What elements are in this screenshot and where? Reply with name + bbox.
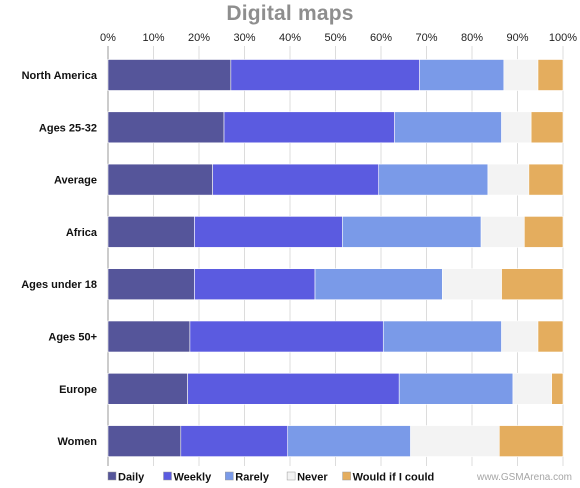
bar-segment [287, 425, 411, 457]
y-category-label: Europe [59, 384, 97, 396]
legend-label: Daily [118, 472, 145, 484]
bar-segment [194, 268, 316, 301]
bar-segment [230, 59, 420, 91]
x-tick-label: 10% [142, 32, 164, 44]
bar-segment [107, 59, 232, 91]
legend-label: Rarely [235, 472, 270, 484]
bar-segment [382, 320, 502, 353]
bar-segment [398, 372, 514, 405]
y-category-label: Average [54, 175, 97, 187]
bar-segment [187, 372, 400, 405]
bar-segment [194, 216, 343, 248]
bar-segment [512, 372, 552, 405]
bar-segment [501, 320, 539, 353]
bar-segment [551, 372, 564, 405]
bar-segment [530, 111, 564, 144]
y-category-label: Africa [66, 227, 98, 239]
bar-segment [537, 320, 564, 353]
bar-segment [442, 268, 502, 301]
bar-segment [189, 320, 384, 353]
bar-segment [107, 372, 188, 405]
bar-segment [107, 111, 225, 144]
legend-label: Never [297, 472, 328, 484]
y-category-label: Ages 50+ [48, 332, 97, 344]
y-category-label: North America [22, 70, 98, 82]
x-tick-label: 40% [279, 32, 301, 44]
x-tick-label: 100% [549, 32, 577, 44]
bar-segment [394, 111, 502, 144]
y-category-label: Ages 25-32 [39, 122, 97, 134]
chart-title: Digital maps [226, 2, 354, 25]
bar-segment [501, 111, 532, 144]
bar-segment [537, 59, 564, 91]
bar-segment [480, 216, 525, 248]
bar-segment [498, 425, 564, 457]
legend-label: Weekly [174, 472, 213, 484]
bar-segment [212, 163, 380, 196]
bar-segment [314, 268, 443, 301]
x-tick-label: 90% [506, 32, 528, 44]
x-tick-label: 70% [415, 32, 437, 44]
legend-swatch [342, 471, 351, 481]
bar-segment [487, 163, 530, 196]
watermark: www.GSMArena.com [476, 472, 572, 483]
bar-segment [180, 425, 289, 457]
x-tick-label: 50% [324, 32, 346, 44]
bar-segment [107, 163, 213, 196]
x-tick-label: 0% [100, 32, 116, 44]
bar-segment [223, 111, 395, 144]
bar-segment [528, 163, 564, 196]
y-category-label: Women [57, 436, 97, 448]
y-category-label: Ages under 18 [21, 279, 97, 291]
bar-segment [107, 216, 195, 248]
x-tick-label: 30% [233, 32, 255, 44]
bar-segment [378, 163, 489, 196]
legend-label: Would if I could [353, 472, 435, 484]
bar-segment [524, 216, 564, 248]
legend-swatch [107, 471, 117, 481]
bar-segment [107, 320, 191, 353]
bar-segment [419, 59, 505, 91]
legend-swatch [225, 471, 234, 481]
legend-swatch [163, 471, 172, 481]
bar-segment [107, 425, 182, 457]
x-tick-label: 80% [461, 32, 483, 44]
bar-segment [342, 216, 482, 248]
x-tick-label: 60% [370, 32, 392, 44]
x-tick-label: 20% [188, 32, 210, 44]
bar-segment [501, 268, 564, 301]
legend-swatch [286, 471, 296, 481]
bar-segment [503, 59, 539, 91]
bar-segment [107, 268, 195, 301]
bar-segment [410, 425, 500, 457]
